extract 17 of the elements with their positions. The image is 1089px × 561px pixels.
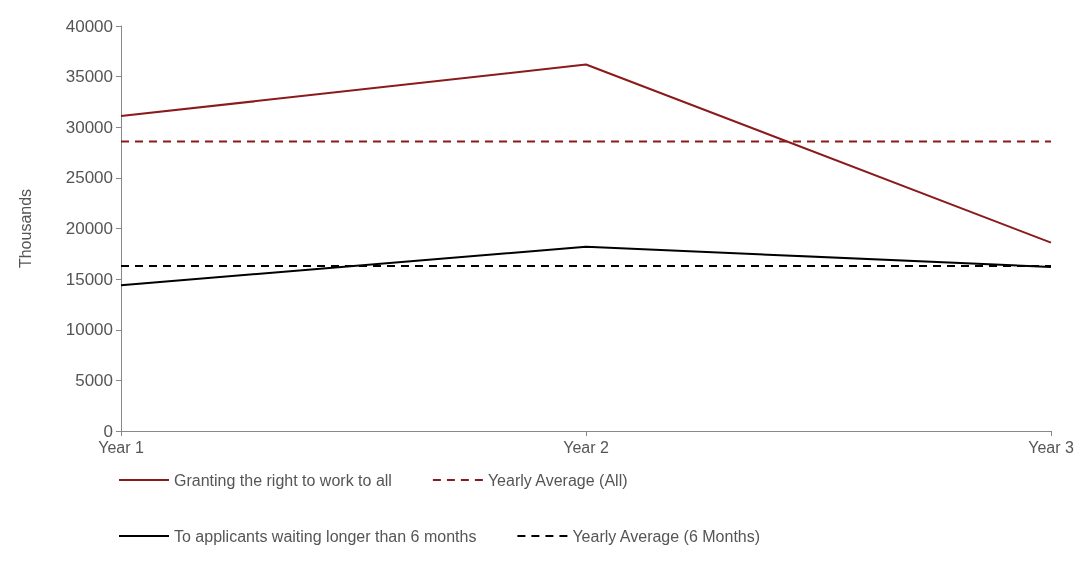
x-tick-label: Year 2 xyxy=(563,438,609,456)
y-axis-title: Thousands xyxy=(16,188,34,269)
y-tick-label: 40000 xyxy=(65,16,113,36)
x-tick-label: Year 3 xyxy=(1028,438,1074,456)
y-tick-label: 10000 xyxy=(65,320,113,340)
y-tick-label: 30000 xyxy=(65,117,113,137)
y-tick-label: 5000 xyxy=(75,370,113,390)
y-tick-label: 0 xyxy=(103,421,113,441)
legend-label: Yearly Average (All) xyxy=(487,471,628,489)
legend-label: To applicants waiting longer than 6 months xyxy=(174,527,477,545)
y-tick-label: 35000 xyxy=(65,67,113,87)
y-tick-label: 20000 xyxy=(65,219,113,238)
legend-label: Granting the right to work to all xyxy=(174,471,392,489)
y-tick-label: 25000 xyxy=(65,168,113,188)
x-tick-label: Year 1 xyxy=(98,438,144,456)
y-tick-label: 15000 xyxy=(65,269,113,289)
legend-label: Yearly Average (6 Months) xyxy=(572,527,761,545)
